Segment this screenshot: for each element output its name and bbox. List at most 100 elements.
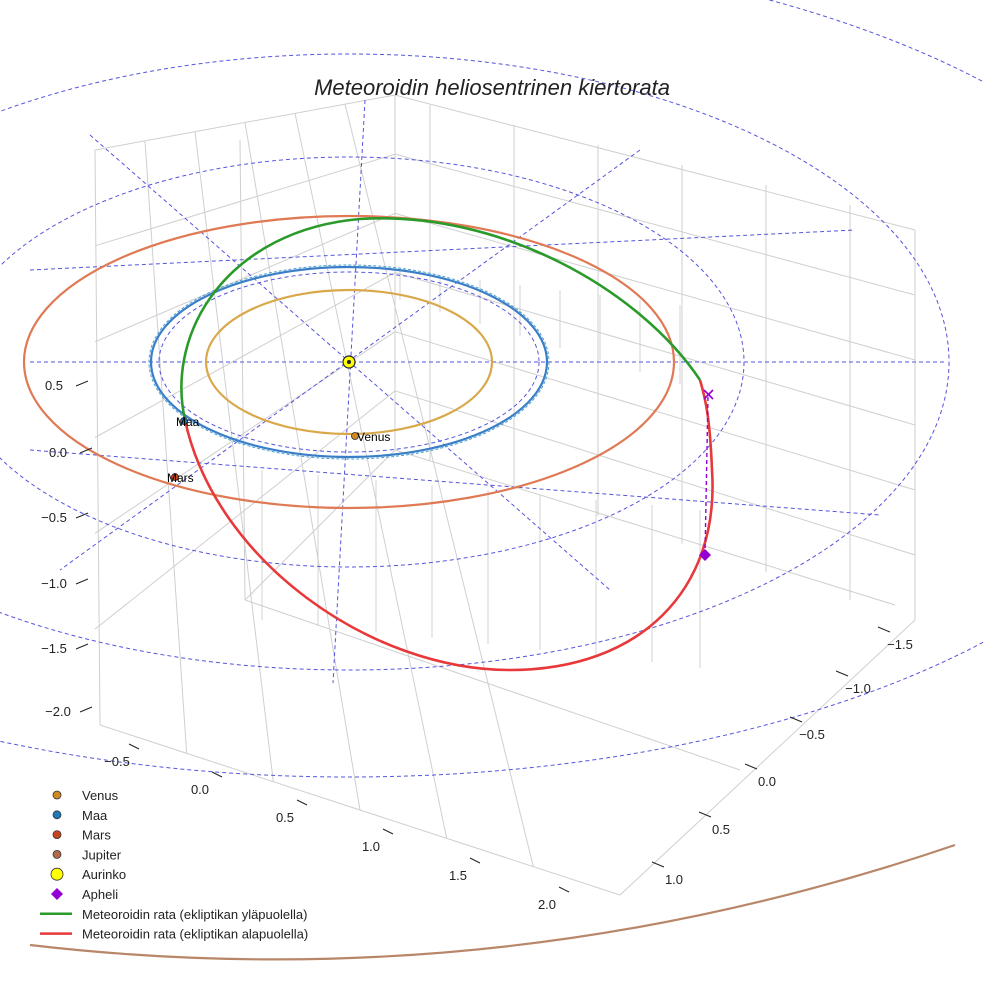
grid-line <box>144 140 188 754</box>
z-tick-label: −0.5 <box>41 510 67 525</box>
grid-line <box>244 122 361 811</box>
x-tick-mark <box>469 857 481 864</box>
x-tick-mark <box>296 799 308 806</box>
y-tick-mark <box>651 861 665 868</box>
z-tick-label: −1.0 <box>41 576 67 591</box>
orbit-maa <box>149 265 549 459</box>
x-tick-label: 2.0 <box>538 897 556 912</box>
x-tick-label: 1.5 <box>449 868 467 883</box>
box-edge <box>244 599 741 771</box>
meteoroid-below <box>183 379 714 672</box>
aphelion-dropline <box>704 394 709 556</box>
y-tick-label: 0.0 <box>758 774 776 789</box>
meteoroid-path <box>180 217 714 672</box>
ecliptic-ring <box>0 53 950 671</box>
x-tick-label: 0.5 <box>276 810 294 825</box>
legend-marker <box>52 850 62 859</box>
planet-maa <box>180 417 188 425</box>
box-edge <box>394 449 896 606</box>
z-tick-label: 0.0 <box>49 445 67 460</box>
legend-label: Venus <box>82 788 119 803</box>
y-tick-label: 0.5 <box>712 822 730 837</box>
x-tick-mark <box>128 743 140 750</box>
legend-label: Jupiter <box>82 847 122 862</box>
z-tick-mark <box>79 447 93 454</box>
legend-label: Mars <box>82 828 111 843</box>
legend-label: Maa <box>82 808 108 823</box>
z-tick-label: −1.5 <box>41 641 67 656</box>
x-tick-label: 1.0 <box>362 839 380 854</box>
y-tick-label: 1.0 <box>665 872 683 887</box>
legend-marker <box>52 810 62 820</box>
planet-label-mars: Mars <box>167 471 194 485</box>
legend-marker <box>52 790 62 800</box>
x-tick-mark <box>382 828 394 835</box>
meteoroid-above <box>180 217 702 421</box>
grid-line <box>94 272 396 438</box>
ecliptic-radial <box>29 229 856 271</box>
grid-line <box>294 113 448 839</box>
grid-line <box>194 131 274 782</box>
aphelion-projection <box>703 389 714 400</box>
y-tick-label: −1.5 <box>887 637 913 652</box>
grid-line <box>344 104 534 867</box>
legend-label: Apheli <box>82 887 118 902</box>
z-tick-label: 0.5 <box>45 378 63 393</box>
markers: Venus Maa Mars <box>167 355 714 561</box>
legend: Venus Maa Mars Jupiter Aurinko Apheli Meteoroi… <box>40 788 308 942</box>
z-tick-mark <box>75 578 89 585</box>
z-tick-mark <box>75 512 89 519</box>
planet-mars <box>171 473 179 481</box>
grid-line <box>394 272 916 426</box>
orbit-venus <box>204 288 494 436</box>
y-tick-mark <box>789 716 803 723</box>
drop-lines <box>261 270 701 668</box>
z-tick-label: −2.0 <box>45 704 71 719</box>
z-tick-mark <box>75 380 89 387</box>
planet-label-maa: Maa <box>176 415 200 429</box>
orbit-jupiter <box>29 843 956 961</box>
y-tick-mark <box>835 670 849 677</box>
grid-line <box>94 212 396 343</box>
legend-label: Aurinko <box>82 867 126 882</box>
ecliptic-ring <box>0 0 984 778</box>
x-tick-mark <box>211 771 223 778</box>
legend-marker <box>50 867 64 881</box>
grid-line <box>394 212 916 361</box>
orbit-maa-ref <box>148 264 550 460</box>
legend-marker <box>52 830 62 839</box>
planet-orbits <box>22 214 956 961</box>
box-edge <box>239 139 246 601</box>
grid-line <box>94 153 396 247</box>
ecliptic-ring <box>158 271 540 453</box>
y-tick-mark <box>698 811 712 818</box>
grid-line <box>394 153 916 296</box>
z-tick-mark <box>75 643 89 650</box>
grid-line <box>94 390 396 630</box>
y-tick-mark <box>744 763 758 770</box>
x-tick-label: −0.5 <box>104 754 130 769</box>
planet-label-venus: Venus <box>357 430 390 444</box>
z-tick-mark <box>79 706 93 713</box>
y-tick-mark <box>877 626 891 633</box>
planet-venus <box>351 432 359 440</box>
chart-title: Meteoroidin heliosentrinen kiertorata <box>314 75 670 100</box>
tick-labels: 0.5 0.0 −0.5 −1.0 −1.5 −2.0 −0.5 0.0 0.5 1.0 1.5 2.… <box>41 378 913 912</box>
legend-label: Meteoroidin rata (ekliptikan alapuolella… <box>82 927 308 942</box>
box-edge <box>394 94 916 231</box>
orbit-mars <box>22 214 676 510</box>
ecliptic-axis <box>332 99 366 684</box>
box-edge <box>619 619 916 896</box>
y-tick-label: −0.5 <box>799 727 825 742</box>
ecliptic-grid <box>0 0 984 778</box>
grid-line <box>394 390 916 556</box>
box-edge <box>244 449 396 601</box>
legend-label: Meteoroidin rata (ekliptikan yläpuolella… <box>82 907 307 922</box>
legend-marker <box>51 888 63 900</box>
aphelion-marker <box>699 549 711 561</box>
x-tick-label: 0.0 <box>191 782 209 797</box>
ecliptic-radial <box>29 449 881 516</box>
sun-center <box>347 360 351 364</box>
x-tick-mark <box>558 886 570 893</box>
